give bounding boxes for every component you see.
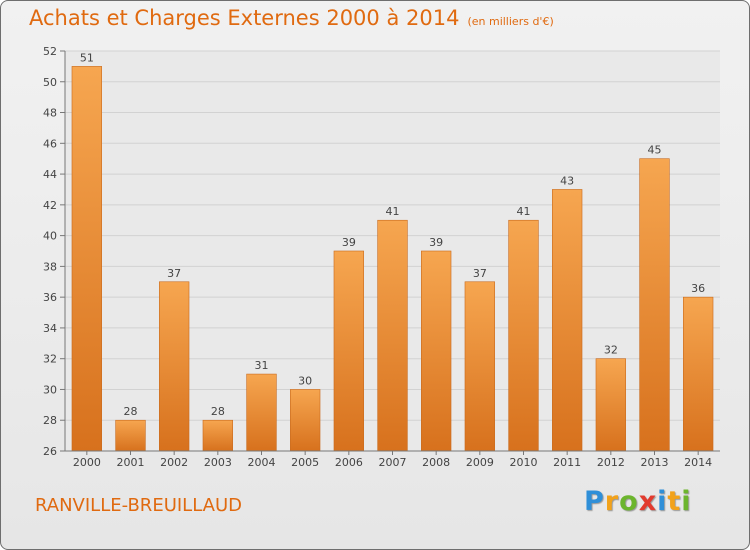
bar xyxy=(683,296,714,452)
bar xyxy=(159,281,190,452)
y-tick-label: 42 xyxy=(43,199,57,212)
logo-letter: i xyxy=(681,486,692,517)
bar-value-label: 41 xyxy=(517,205,531,218)
bar xyxy=(115,419,146,452)
bar-value-label: 28 xyxy=(211,405,225,418)
bar xyxy=(464,281,495,452)
x-tick-label: 2010 xyxy=(510,456,538,469)
bar xyxy=(333,250,364,452)
bar-value-label: 30 xyxy=(298,374,312,387)
y-tick-label: 48 xyxy=(43,107,57,120)
x-tick-label: 2008 xyxy=(422,456,450,469)
place-name: RANVILLE-BREUILLAUD xyxy=(35,495,242,516)
x-tick-label: 2003 xyxy=(204,456,232,469)
bar-value-label: 43 xyxy=(560,174,574,187)
bar-value-label: 45 xyxy=(648,144,662,157)
x-tick-label: 2001 xyxy=(117,456,145,469)
y-tick-label: 40 xyxy=(43,230,57,243)
x-tick-label: 2004 xyxy=(248,456,276,469)
bar xyxy=(202,419,233,452)
x-tick-label: 2005 xyxy=(291,456,319,469)
y-tick-label: 34 xyxy=(43,322,57,335)
bar xyxy=(377,219,408,452)
y-tick-label: 38 xyxy=(43,260,57,273)
bar-value-label: 39 xyxy=(342,236,356,249)
bar-value-label: 36 xyxy=(691,282,705,295)
y-tick-label: 26 xyxy=(43,445,57,458)
bar-value-label: 28 xyxy=(124,405,138,418)
logo-letter: t xyxy=(667,486,682,517)
logo-letter: o xyxy=(619,486,639,517)
title-text: Achats et Charges Externes 2000 à 2014 xyxy=(29,6,460,30)
proxiti-logo[interactable]: Proxiti xyxy=(584,486,692,517)
logo-letter: r xyxy=(604,486,620,517)
bar-value-label: 32 xyxy=(604,344,618,357)
x-tick-label: 2012 xyxy=(597,456,625,469)
y-tick-label: 44 xyxy=(43,168,57,181)
x-tick-label: 2002 xyxy=(160,456,188,469)
bar-value-label: 51 xyxy=(80,51,94,64)
bar-value-label: 37 xyxy=(473,267,487,280)
y-tick-label: 36 xyxy=(43,291,57,304)
bar xyxy=(246,373,277,452)
bar xyxy=(508,219,539,452)
bar-value-label: 37 xyxy=(167,267,181,280)
chart-title: Achats et Charges Externes 2000 à 2014 (e… xyxy=(29,6,554,30)
y-tick-label: 50 xyxy=(43,76,57,89)
y-tick-label: 52 xyxy=(43,45,57,58)
y-tick-label: 28 xyxy=(43,414,57,427)
bar-value-label: 39 xyxy=(429,236,443,249)
x-tick-label: 2000 xyxy=(73,456,101,469)
x-tick-label: 2013 xyxy=(641,456,669,469)
x-tick-label: 2007 xyxy=(379,456,407,469)
bar-value-label: 31 xyxy=(255,359,269,372)
bar xyxy=(552,189,583,452)
y-tick-label: 46 xyxy=(43,137,57,150)
x-tick-label: 2011 xyxy=(553,456,581,469)
y-tick-label: 32 xyxy=(43,353,57,366)
bar xyxy=(71,66,102,452)
bar xyxy=(421,250,452,452)
x-tick-label: 2014 xyxy=(684,456,712,469)
bar xyxy=(595,358,626,452)
x-tick-label: 2009 xyxy=(466,456,494,469)
logo-letter: i xyxy=(657,486,668,517)
logo-letter: P xyxy=(584,486,605,517)
logo-letter: x xyxy=(638,486,658,517)
x-tick-label: 2006 xyxy=(335,456,363,469)
bar xyxy=(290,389,321,452)
bar-value-label: 41 xyxy=(386,205,400,218)
y-tick-label: 30 xyxy=(43,383,57,396)
chart-unit: (en milliers d'€) xyxy=(467,15,554,28)
bar xyxy=(639,158,670,452)
